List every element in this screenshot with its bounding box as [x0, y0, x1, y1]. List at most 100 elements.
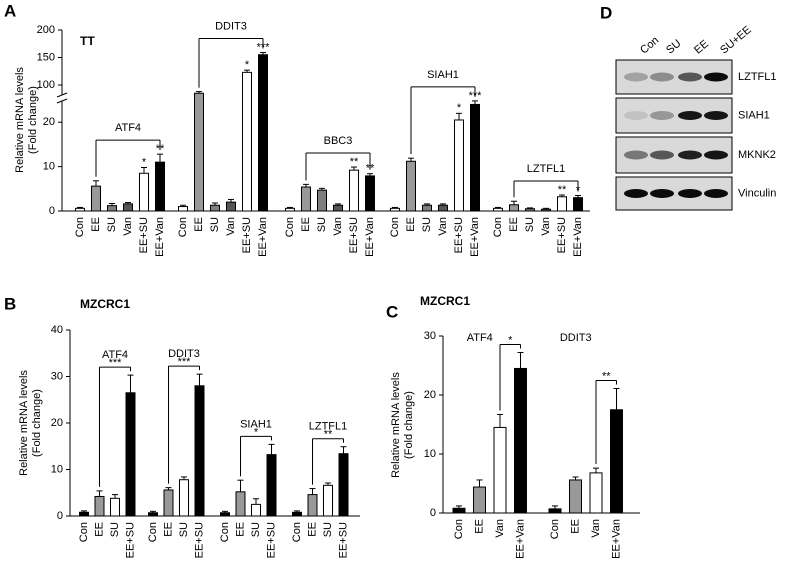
bar: [242, 71, 252, 212]
significance-label: *: [508, 334, 513, 346]
significance-label: **: [156, 143, 165, 155]
group-label: ATF4: [102, 349, 128, 361]
blot-band: [704, 72, 728, 82]
x-tick-label: Van: [332, 217, 344, 236]
blot-band: [624, 72, 648, 82]
x-tick-label: EE+Van: [257, 217, 269, 257]
y-tick-label: 0: [57, 510, 63, 522]
significance-label: ***: [469, 90, 483, 102]
y-tick-label: 30: [51, 370, 63, 382]
bar: [258, 54, 268, 212]
bar: [610, 409, 623, 514]
bar: [365, 175, 375, 212]
bar: [541, 208, 551, 212]
x-tick-label: EE+SU: [337, 522, 349, 558]
x-tick-label: EE: [405, 217, 417, 232]
bar: [525, 208, 535, 212]
blot-band: [650, 111, 674, 120]
x-tick-label: Van: [437, 217, 449, 236]
lane-label: EE: [692, 38, 711, 57]
y-tick-label: 100: [37, 79, 55, 91]
group-label: DDIT3: [168, 348, 200, 360]
y-axis-label: Relative mRNA levels: [390, 372, 402, 478]
x-tick-label: Con: [284, 217, 296, 237]
y-tick-label: 30: [424, 330, 436, 342]
group-label: ATF4: [467, 332, 493, 344]
y-tick-label: 20: [43, 116, 55, 128]
group-label: SIAH1: [240, 418, 272, 430]
bar: [473, 486, 486, 514]
panel-label: D: [600, 3, 612, 22]
group-label: LZTFL1: [309, 421, 348, 433]
x-tick-label: EE+Van: [154, 217, 166, 257]
bar: [94, 495, 105, 517]
group-label: LZTFL1: [527, 163, 566, 175]
bar: [210, 204, 220, 212]
blot-band: [624, 150, 648, 160]
x-tick-label: EE: [473, 519, 485, 534]
bar: [226, 201, 236, 212]
x-tick-label: EE+SU: [241, 217, 253, 253]
significance-label: *: [457, 102, 462, 114]
x-tick-label: EE+Van: [514, 519, 526, 559]
x-tick-label: EE: [90, 217, 102, 232]
bar: [251, 503, 261, 517]
y-tick-label: 10: [424, 448, 436, 460]
y-axis-label: Relative mRNA levels: [18, 370, 30, 476]
significance-label: *: [254, 426, 259, 438]
bar: [493, 426, 507, 514]
x-tick-label: EE+SU: [193, 522, 205, 558]
bar: [548, 508, 562, 514]
significance-label: **: [602, 370, 611, 382]
x-tick-label: EE+Van: [469, 217, 481, 257]
chart-title: MZCRC1: [420, 294, 470, 308]
significance-label: ***: [257, 41, 271, 53]
bar: [292, 511, 302, 517]
bar: [470, 103, 480, 212]
x-tick-label: SU: [524, 217, 536, 232]
blot-band: [650, 189, 674, 198]
x-tick-label: Con: [74, 217, 86, 237]
bar: [509, 204, 519, 212]
blot-band: [704, 150, 728, 160]
x-tick-label: SU: [209, 217, 221, 232]
bar: [194, 92, 204, 212]
x-tick-label: Van: [225, 217, 237, 236]
significance-label: ***: [178, 356, 192, 368]
bar: [178, 206, 188, 212]
x-tick-label: EE+SU: [138, 217, 150, 253]
row-label: Vinculin: [738, 187, 776, 199]
y-tick-label: 40: [51, 324, 63, 336]
bar: [454, 119, 464, 212]
bar: [179, 479, 189, 517]
bar: [589, 472, 603, 514]
bar: [139, 172, 149, 212]
significance-label: *: [576, 184, 581, 196]
y-tick-label: 0: [430, 507, 436, 519]
group-label: BBC3: [324, 135, 353, 147]
bar: [390, 207, 400, 212]
x-tick-label: Con: [147, 522, 159, 542]
bar: [452, 507, 466, 514]
bar: [163, 489, 174, 517]
blot-band: [650, 150, 674, 160]
axis-break: [56, 92, 68, 98]
bar: [75, 207, 85, 212]
bar: [514, 367, 527, 514]
lane-label: Con: [638, 34, 661, 56]
bar: [91, 185, 101, 212]
x-tick-label: Van: [590, 519, 602, 538]
x-tick-label: EE: [93, 522, 105, 537]
blot-band: [678, 189, 702, 198]
bar: [194, 385, 205, 517]
blot-band: [678, 72, 702, 82]
y-tick-label: 20: [424, 389, 436, 401]
x-tick-label: Con: [549, 519, 561, 539]
chart-title: TT: [80, 34, 95, 48]
bar: [557, 196, 567, 212]
blot-band: [678, 111, 702, 120]
x-tick-label: SU: [178, 522, 190, 537]
bar: [307, 494, 318, 517]
axis-break: [56, 98, 68, 104]
